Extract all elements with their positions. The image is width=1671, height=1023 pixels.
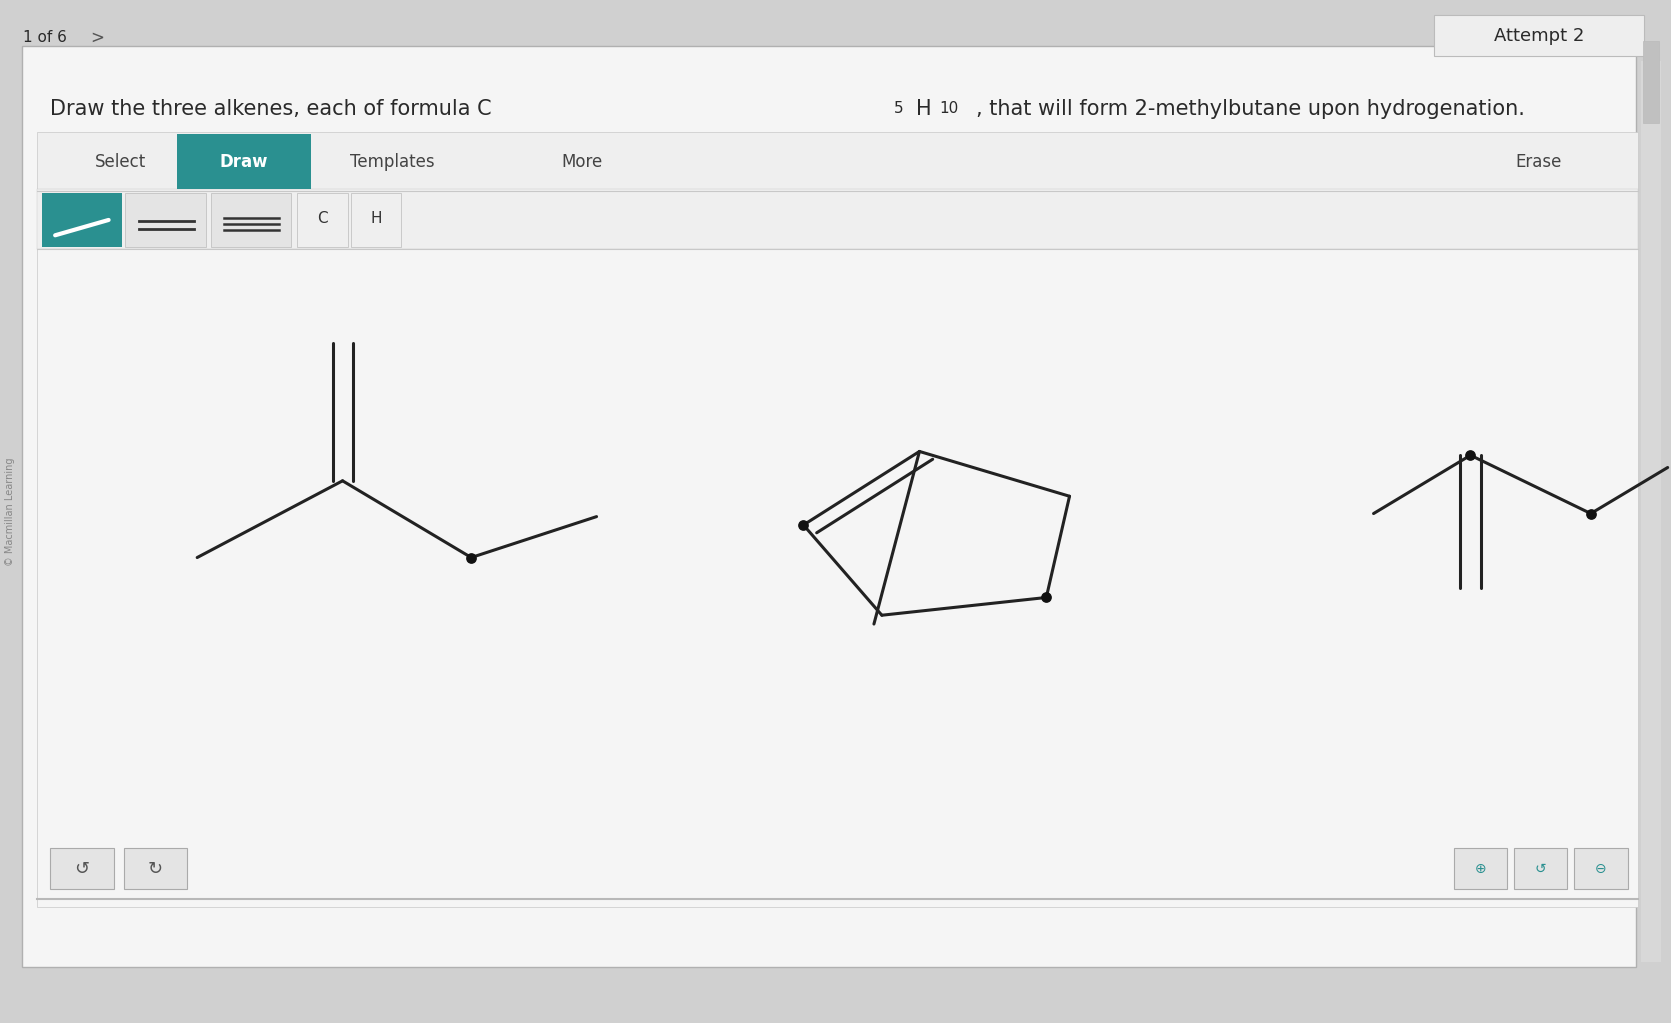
FancyBboxPatch shape bbox=[22, 46, 1636, 967]
Text: © Macmillan Learning: © Macmillan Learning bbox=[5, 457, 15, 566]
Text: ↺: ↺ bbox=[1536, 861, 1546, 876]
Bar bbox=[1641, 61, 1661, 962]
Bar bbox=[37, 189, 1638, 249]
Point bbox=[1457, 447, 1484, 463]
Text: H: H bbox=[371, 212, 381, 226]
Bar bbox=[1514, 848, 1567, 889]
Text: H: H bbox=[916, 99, 931, 120]
Text: 10: 10 bbox=[939, 100, 959, 116]
Text: Select: Select bbox=[95, 152, 145, 171]
Text: Erase: Erase bbox=[1516, 152, 1562, 171]
Bar bbox=[297, 193, 348, 247]
Bar bbox=[211, 193, 291, 247]
Bar bbox=[1434, 15, 1644, 56]
Point bbox=[1033, 589, 1059, 606]
Text: 5: 5 bbox=[894, 100, 904, 116]
Bar bbox=[125, 193, 206, 247]
Text: Attempt 2: Attempt 2 bbox=[1494, 27, 1584, 45]
Bar bbox=[37, 132, 1638, 191]
Text: C: C bbox=[317, 212, 328, 226]
Text: ↻: ↻ bbox=[147, 859, 164, 878]
Bar bbox=[351, 193, 401, 247]
Bar bbox=[124, 848, 187, 889]
Text: Templates: Templates bbox=[351, 152, 434, 171]
Bar bbox=[1643, 41, 1659, 123]
Bar bbox=[177, 134, 311, 189]
Bar bbox=[50, 848, 114, 889]
Point bbox=[790, 517, 817, 533]
Bar bbox=[42, 193, 122, 247]
Text: ⊕: ⊕ bbox=[1475, 861, 1486, 876]
Text: 1 of 6: 1 of 6 bbox=[23, 31, 67, 45]
Text: Draw the three alkenes, each of formula C: Draw the three alkenes, each of formula … bbox=[50, 99, 491, 120]
Point bbox=[1577, 505, 1604, 522]
Bar bbox=[1574, 848, 1628, 889]
Point bbox=[458, 549, 485, 566]
Text: >: > bbox=[90, 29, 104, 47]
Text: ⊖: ⊖ bbox=[1596, 861, 1606, 876]
Bar bbox=[37, 249, 1638, 907]
Text: More: More bbox=[561, 152, 602, 171]
Text: Draw: Draw bbox=[219, 152, 269, 171]
Bar bbox=[1454, 848, 1507, 889]
Text: , that will form 2-methylbutane upon hydrogenation.: , that will form 2-methylbutane upon hyd… bbox=[976, 99, 1524, 120]
Text: ↺: ↺ bbox=[74, 859, 90, 878]
